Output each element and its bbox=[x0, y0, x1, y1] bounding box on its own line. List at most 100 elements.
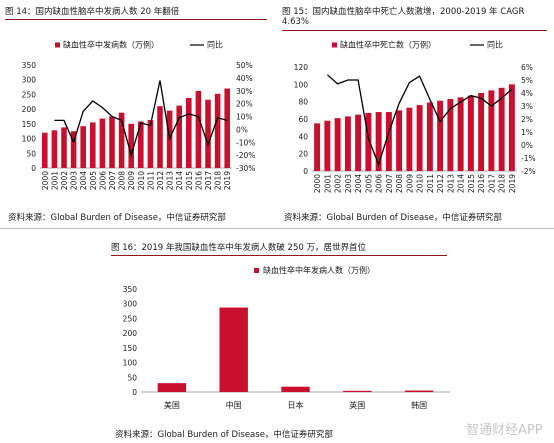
fig16-chart: 缺血性卒中年发病人数（万例） 0 50 100 150 200 250 300 350 美国 中国 日… bbox=[123, 265, 450, 410]
x-axis-tick: 2007 bbox=[385, 174, 394, 193]
bar bbox=[488, 90, 495, 171]
x-axis-tick: 2001 bbox=[50, 171, 59, 190]
bar bbox=[324, 120, 331, 171]
x-axis-tick: 韩国 bbox=[411, 400, 427, 410]
bar bbox=[224, 88, 230, 168]
left-axis-tick: 350 bbox=[22, 61, 37, 70]
x-axis-tick: 2019 bbox=[223, 171, 232, 190]
bar bbox=[118, 112, 125, 168]
bar bbox=[416, 105, 423, 171]
x-axis-tick: 2018 bbox=[214, 171, 223, 190]
y-axis-tick: 350 bbox=[123, 285, 138, 294]
bar bbox=[447, 99, 454, 171]
x-axis-tick: 美国 bbox=[164, 400, 180, 410]
bar bbox=[61, 127, 67, 168]
left-axis-tick: 100 bbox=[294, 80, 309, 89]
left-axis-tick: 200 bbox=[22, 105, 37, 114]
left-axis-tick: 20 bbox=[298, 150, 308, 159]
x-axis-tick: 2002 bbox=[334, 174, 343, 193]
right-axis-tick: 20% bbox=[236, 100, 253, 109]
bar bbox=[42, 132, 48, 168]
x-axis-tick: 2019 bbox=[508, 174, 517, 193]
x-axis-tick: 2013 bbox=[446, 174, 455, 193]
fig15-chart: 缺血性卒中死亡数（万例） 同比 0 20 40 60 80 100 120 -2% -1% 0% 1% 2… bbox=[294, 40, 536, 194]
right-axis-tick: -2% bbox=[521, 167, 536, 176]
left-axis-tick: 300 bbox=[22, 76, 37, 85]
fig14-source: 资料来源：Global Burden of Disease，中信证券研究部 bbox=[8, 213, 226, 223]
left-axis-tick: 150 bbox=[22, 120, 37, 129]
bar bbox=[344, 116, 351, 171]
x-axis-tick: 英国 bbox=[349, 400, 365, 410]
x-axis-tick: 2017 bbox=[487, 174, 496, 193]
bar bbox=[498, 87, 505, 171]
y-axis-tick: 150 bbox=[123, 344, 138, 353]
y-axis-tick: 250 bbox=[123, 314, 138, 323]
x-axis-tick: 中国 bbox=[226, 400, 242, 410]
bar bbox=[147, 120, 154, 168]
bar bbox=[343, 390, 372, 392]
legend-line-label: 同比 bbox=[207, 40, 223, 50]
yoy-line bbox=[54, 80, 228, 158]
x-axis-tick: 2013 bbox=[166, 171, 175, 190]
bar bbox=[467, 95, 474, 171]
x-axis-tick: 2017 bbox=[204, 171, 213, 190]
right-axis-tick: 0% bbox=[236, 125, 248, 134]
x-axis-tick: 2010 bbox=[416, 174, 425, 193]
right-axis-tick: 0% bbox=[521, 141, 533, 150]
bar bbox=[205, 99, 211, 168]
left-axis-tick: 120 bbox=[294, 63, 309, 72]
x-axis-tick: 2015 bbox=[467, 174, 476, 193]
right-axis-tick: 10% bbox=[236, 113, 253, 122]
bar bbox=[157, 106, 163, 168]
fig15-title-rule bbox=[282, 30, 547, 31]
x-axis-tick: 2007 bbox=[108, 171, 117, 190]
fig16-source: 资料来源：Global Burden of Disease，中信证券研究部 bbox=[115, 430, 333, 440]
x-axis-tick: 2003 bbox=[70, 171, 79, 190]
yoy-line bbox=[326, 74, 513, 167]
x-axis-tick: 2004 bbox=[354, 174, 363, 193]
bar bbox=[365, 112, 372, 171]
x-axis-tick: 2004 bbox=[79, 171, 88, 190]
x-axis-tick: 2018 bbox=[498, 174, 507, 193]
bar bbox=[214, 93, 221, 168]
left-axis-tick: 0 bbox=[303, 167, 308, 176]
fig15-title-cont: 4.63% bbox=[282, 17, 310, 27]
legend-bar-swatch bbox=[332, 42, 337, 48]
bar bbox=[355, 114, 362, 171]
x-axis-tick: 2009 bbox=[127, 171, 136, 190]
x-axis-tick: 2008 bbox=[395, 174, 404, 193]
bar bbox=[176, 105, 182, 168]
bar bbox=[437, 100, 444, 171]
bar bbox=[70, 131, 77, 168]
bar bbox=[138, 121, 144, 168]
bar bbox=[90, 122, 96, 168]
bar bbox=[508, 84, 515, 171]
right-axis-tick: -30% bbox=[236, 164, 255, 173]
x-axis-tick: 2011 bbox=[146, 171, 155, 190]
legend-bar-swatch bbox=[55, 42, 60, 48]
right-axis-tick: 6% bbox=[521, 63, 533, 72]
bar bbox=[334, 118, 341, 171]
left-axis-tick: 80 bbox=[298, 98, 308, 107]
bar bbox=[51, 130, 58, 168]
legend-bar-label: 缺血性卒中发病数（万例） bbox=[63, 40, 159, 50]
x-axis-tick: 2012 bbox=[156, 171, 165, 190]
left-axis-tick: 40 bbox=[298, 132, 308, 141]
section-divider bbox=[0, 228, 554, 229]
right-axis-tick: 50% bbox=[236, 61, 253, 70]
right-axis-tick: -1% bbox=[521, 154, 536, 163]
legend-bar-label: 缺血性卒中死亡数（万例） bbox=[340, 40, 436, 50]
bar bbox=[157, 383, 187, 392]
y-axis-tick: 300 bbox=[123, 300, 138, 309]
bar bbox=[195, 90, 202, 168]
x-axis-tick: 2010 bbox=[137, 171, 146, 190]
bar bbox=[426, 102, 433, 171]
x-axis-tick: 2000 bbox=[41, 171, 50, 190]
right-axis-tick: -20% bbox=[236, 151, 255, 160]
legend-line-label: 同比 bbox=[487, 40, 503, 50]
x-axis-tick: 2006 bbox=[375, 174, 384, 193]
x-axis-tick: 2016 bbox=[477, 174, 486, 193]
left-axis-tick: 100 bbox=[22, 135, 37, 144]
bar bbox=[109, 116, 115, 168]
x-axis-tick: 2002 bbox=[60, 171, 69, 190]
